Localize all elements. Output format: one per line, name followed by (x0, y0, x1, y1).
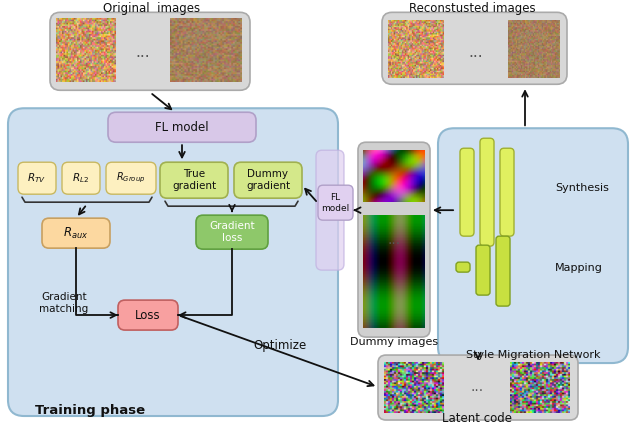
Text: Gradient
loss: Gradient loss (209, 221, 255, 243)
Text: $R_{L2}$: $R_{L2}$ (72, 172, 90, 185)
FancyBboxPatch shape (456, 262, 470, 272)
FancyBboxPatch shape (438, 128, 628, 363)
FancyBboxPatch shape (8, 108, 338, 416)
FancyBboxPatch shape (476, 245, 490, 295)
FancyBboxPatch shape (118, 300, 178, 330)
Text: Latent code: Latent code (442, 412, 512, 425)
Text: Style Migration Network: Style Migration Network (466, 350, 600, 360)
FancyBboxPatch shape (106, 162, 156, 194)
FancyBboxPatch shape (62, 162, 100, 194)
FancyBboxPatch shape (18, 162, 56, 194)
Text: Reconstusted images: Reconstusted images (409, 2, 535, 15)
Text: $R_{aux}$: $R_{aux}$ (63, 226, 89, 241)
Text: Loss: Loss (135, 308, 161, 321)
Text: ...: ... (470, 380, 484, 394)
Text: ...: ... (387, 233, 401, 247)
FancyBboxPatch shape (358, 142, 430, 337)
FancyBboxPatch shape (196, 215, 268, 249)
FancyBboxPatch shape (378, 355, 578, 420)
FancyBboxPatch shape (50, 13, 250, 90)
Text: Dummy images: Dummy images (350, 337, 438, 347)
FancyBboxPatch shape (234, 162, 302, 198)
Text: Dummy
gradient: Dummy gradient (246, 169, 290, 191)
FancyBboxPatch shape (500, 148, 514, 236)
FancyBboxPatch shape (160, 162, 228, 198)
FancyBboxPatch shape (480, 138, 494, 246)
Text: Gradient
matching: Gradient matching (40, 292, 88, 314)
Text: ...: ... (136, 45, 150, 60)
FancyBboxPatch shape (460, 148, 474, 236)
FancyBboxPatch shape (318, 185, 353, 220)
Text: $R_{TV}$: $R_{TV}$ (28, 172, 47, 185)
Text: Optimize: Optimize (253, 339, 307, 352)
Text: ...: ... (468, 45, 483, 60)
Text: Mapping: Mapping (555, 263, 603, 273)
FancyBboxPatch shape (382, 13, 567, 84)
Text: Synthesis: Synthesis (555, 183, 609, 193)
Text: Training phase: Training phase (35, 403, 145, 416)
Text: Original  images: Original images (104, 2, 200, 15)
Text: $R_{Group}$: $R_{Group}$ (116, 171, 146, 185)
Text: FL
model: FL model (321, 194, 349, 213)
Text: FL model: FL model (155, 121, 209, 134)
FancyBboxPatch shape (42, 218, 110, 248)
FancyBboxPatch shape (496, 236, 510, 306)
FancyBboxPatch shape (316, 150, 344, 270)
Text: True
gradient: True gradient (172, 169, 216, 191)
FancyBboxPatch shape (108, 112, 256, 142)
